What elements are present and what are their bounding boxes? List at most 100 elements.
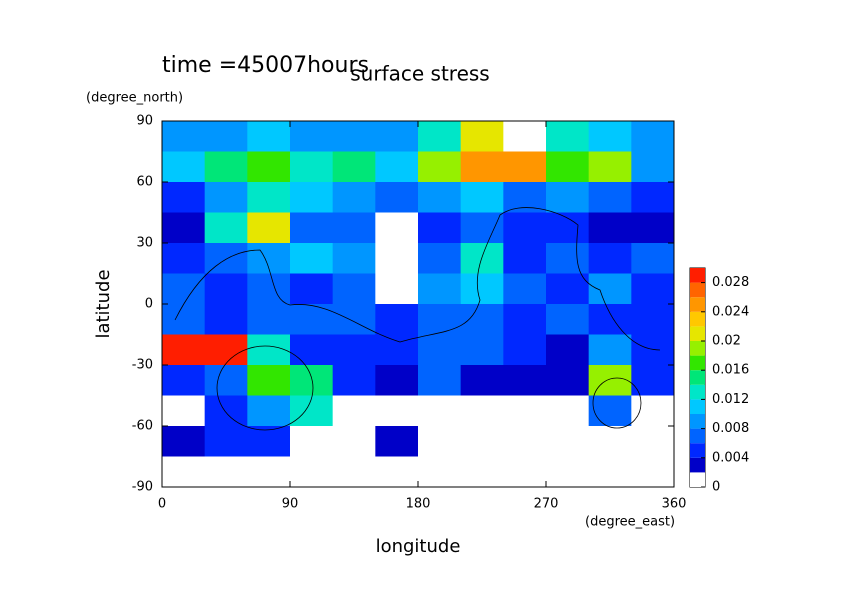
cell <box>247 395 291 427</box>
cell <box>290 151 334 183</box>
cell <box>418 426 462 457</box>
cell <box>332 334 376 366</box>
cell <box>588 243 632 274</box>
colorbar-band <box>690 326 705 341</box>
cell <box>332 304 376 335</box>
cell <box>460 273 504 305</box>
cell <box>375 334 419 366</box>
cell <box>546 365 590 396</box>
cell <box>290 243 334 274</box>
cell <box>290 365 334 396</box>
cell <box>503 304 547 335</box>
cell <box>332 182 376 213</box>
y-tick-label: 0 <box>145 297 153 312</box>
cell <box>460 182 504 213</box>
cell <box>332 273 376 305</box>
cell <box>631 182 675 213</box>
cell <box>204 365 248 396</box>
y-axis-label: latitude <box>93 269 114 338</box>
cell <box>460 212 504 244</box>
colorbar-tick-label: 0.008 <box>712 421 749 436</box>
colorbar-band <box>690 414 705 429</box>
y-units: (degree_north) <box>86 91 183 106</box>
colorbar-band <box>690 370 705 385</box>
cell <box>588 304 632 335</box>
cell <box>162 151 206 183</box>
cell <box>460 426 504 457</box>
cell <box>460 243 504 274</box>
cell <box>204 121 248 152</box>
cell <box>418 273 462 305</box>
colorbar-band <box>690 399 705 414</box>
cell <box>375 151 419 183</box>
cell <box>332 151 376 183</box>
cell <box>418 395 462 427</box>
cell <box>375 456 419 488</box>
cell <box>546 182 590 213</box>
cell <box>247 365 291 396</box>
cell <box>631 212 675 244</box>
cell <box>631 365 675 396</box>
colorbar-band <box>690 341 705 356</box>
cell <box>631 273 675 305</box>
y-tick-label: 90 <box>136 114 153 129</box>
cell <box>162 273 206 305</box>
cell <box>247 426 291 457</box>
chart-subtitle: time =45007hours <box>162 53 369 78</box>
cell <box>375 121 419 152</box>
colorbar-tick-label: 0.012 <box>712 392 749 407</box>
y-tick-label: -60 <box>132 419 153 434</box>
colorbar-tick-label: 0.02 <box>712 334 741 349</box>
cell <box>546 212 590 244</box>
cell <box>247 304 291 335</box>
cell <box>460 334 504 366</box>
cell <box>460 395 504 427</box>
cell <box>247 121 291 152</box>
coastline <box>592 377 642 429</box>
chart-title: surface stress <box>350 62 489 86</box>
cell <box>546 334 590 366</box>
cell <box>375 395 419 427</box>
cell <box>588 121 632 152</box>
cell <box>588 273 632 305</box>
cell <box>460 304 504 335</box>
field <box>162 121 675 488</box>
cell <box>588 182 632 213</box>
cell <box>418 304 462 335</box>
cell <box>503 151 547 183</box>
cell <box>247 212 291 244</box>
cell <box>247 151 291 183</box>
y-tick-label: 30 <box>136 236 153 251</box>
cell <box>460 456 504 488</box>
cell <box>204 182 248 213</box>
colorbar-band <box>690 282 705 298</box>
cell <box>162 365 206 396</box>
cell <box>631 334 675 366</box>
cell <box>247 334 291 366</box>
cell <box>290 304 334 335</box>
cell <box>162 243 206 274</box>
cell <box>204 304 248 335</box>
cell <box>418 121 462 152</box>
cell <box>546 304 590 335</box>
x-tick-label: 270 <box>534 497 559 512</box>
cell <box>204 456 248 488</box>
x-tick-label: 0 <box>158 497 166 512</box>
cell <box>204 151 248 183</box>
cell <box>503 273 547 305</box>
cell <box>375 365 419 396</box>
cell <box>290 273 334 305</box>
colorbar-tick-label: 0.016 <box>712 363 749 378</box>
cell <box>631 395 675 427</box>
y-tick-label: 60 <box>136 175 153 190</box>
x-tick-label: 180 <box>406 497 431 512</box>
cell <box>162 395 206 427</box>
cell <box>631 426 675 457</box>
cell <box>375 273 419 305</box>
cell <box>290 212 334 244</box>
cell <box>204 395 248 427</box>
cell <box>332 456 376 488</box>
colorbar-band <box>690 311 705 327</box>
